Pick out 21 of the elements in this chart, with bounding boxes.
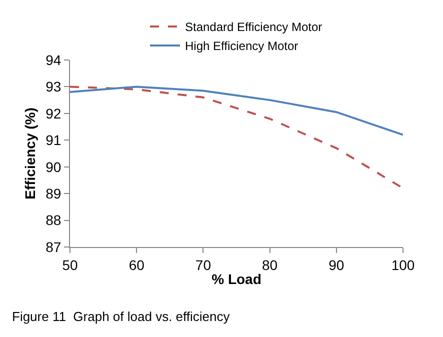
x-tick-label: 80 bbox=[262, 256, 278, 273]
y-tick-label: 90 bbox=[46, 158, 62, 175]
y-tick-label: 91 bbox=[46, 132, 62, 148]
y-tick-label: 89 bbox=[46, 185, 62, 202]
x-tick-label: 100 bbox=[391, 256, 415, 273]
x-tick-label: 60 bbox=[128, 256, 145, 273]
line-series bbox=[70, 86, 403, 136]
x-tick-label: 50 bbox=[62, 256, 78, 273]
caption: Figure 11 Graph of load vs. efficiency bbox=[12, 309, 230, 324]
y-axis-title: Efficiency (%) bbox=[22, 108, 38, 200]
line-series bbox=[70, 86, 403, 190]
y-tick-label: 88 bbox=[46, 212, 62, 228]
y-tick-label: 94 bbox=[46, 52, 62, 68]
x-axis-title: % Load bbox=[212, 271, 262, 288]
y-tick-label: 87 bbox=[46, 238, 62, 255]
legend-label: High Efficiency Motor bbox=[185, 39, 298, 54]
y-tick-label: 92 bbox=[46, 105, 62, 122]
legend-label: Standard Efficiency Motor bbox=[185, 20, 322, 34]
y-tick-label: 93 bbox=[46, 78, 62, 95]
x-tick-label: 70 bbox=[195, 256, 212, 273]
x-tick-label: 90 bbox=[328, 256, 344, 273]
